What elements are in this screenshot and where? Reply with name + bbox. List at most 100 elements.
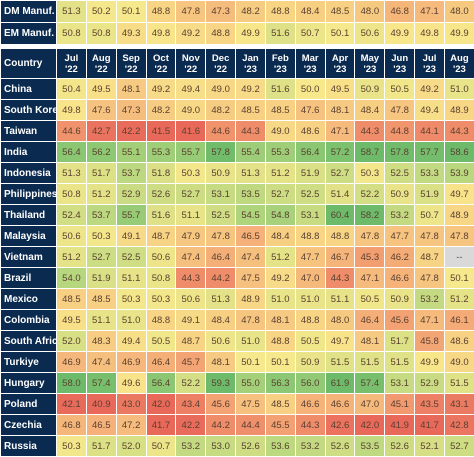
month-column-header: May'23 — [355, 49, 385, 79]
heat-cell: 51.0 — [236, 331, 266, 352]
heat-cell: 54.5 — [236, 205, 266, 226]
heat-cell: 55.0 — [236, 373, 266, 394]
heat-cell: 50.1 — [116, 1, 146, 23]
heat-cell: 48.7 — [146, 226, 176, 247]
heat-cell: 57.4 — [355, 373, 385, 394]
month-column-header: Apr'23 — [325, 49, 355, 79]
heat-cell: 51.3 — [57, 163, 87, 184]
heat-cell: 42.7 — [86, 121, 116, 142]
heat-cell: 43.5 — [415, 394, 445, 415]
row-label: Brazil — [1, 268, 57, 289]
heat-cell: 47.8 — [385, 100, 415, 121]
row-label: Turkiye — [1, 352, 57, 373]
heat-cell: 49.5 — [57, 310, 87, 331]
heat-cell: 51.0 — [295, 289, 325, 310]
heat-cell: 50.1 — [236, 352, 266, 373]
heat-cell: 48.8 — [325, 226, 355, 247]
heat-cell: 47.4 — [236, 247, 266, 268]
heat-cell: 50.9 — [295, 352, 325, 373]
heat-cell: 53.3 — [415, 163, 445, 184]
heat-cell: 58.6 — [444, 142, 474, 163]
heat-cell: 51.9 — [415, 184, 445, 205]
heat-cell: 52.1 — [415, 436, 445, 457]
heat-cell: 44.6 — [57, 121, 87, 142]
heat-cell: 44.3 — [236, 121, 266, 142]
heat-cell: 53.7 — [116, 163, 146, 184]
month-column-header: Jul'23 — [415, 49, 445, 79]
heat-cell: 45.6 — [206, 394, 236, 415]
heat-cell: 41.7 — [415, 415, 445, 436]
heat-cell: 46.5 — [86, 415, 116, 436]
heat-cell: 53.1 — [385, 373, 415, 394]
row-label: Malaysia — [1, 226, 57, 247]
heat-cell: 50.3 — [86, 226, 116, 247]
heat-cell: 51.1 — [86, 310, 116, 331]
heat-cell: 50.7 — [295, 23, 325, 45]
year-label: '22 — [87, 64, 116, 75]
heat-cell: 48.8 — [265, 331, 295, 352]
month-label: Oct — [147, 53, 176, 64]
heat-cell: 49.1 — [176, 310, 206, 331]
heat-cell: 44.2 — [206, 415, 236, 436]
heat-cell: 49.4 — [176, 79, 206, 100]
heat-cell: 49.7 — [444, 184, 474, 205]
heat-cell: 58.0 — [57, 373, 87, 394]
heat-cell: 44.4 — [236, 415, 266, 436]
heat-cell: 56.4 — [57, 142, 87, 163]
heat-cell: 52.7 — [265, 184, 295, 205]
heat-cell: 51.5 — [355, 352, 385, 373]
heat-cell: 51.9 — [295, 163, 325, 184]
heat-cell: 49.2 — [146, 79, 176, 100]
heat-cell: 49.6 — [116, 373, 146, 394]
heat-cell: 55.7 — [116, 205, 146, 226]
heat-cell: 47.4 — [86, 352, 116, 373]
month-label: Aug — [87, 53, 116, 64]
heat-cell: 45.6 — [385, 310, 415, 331]
month-column-header: Sep'22 — [116, 49, 146, 79]
month-label: Nov — [176, 53, 205, 64]
heat-cell: 42.0 — [355, 415, 385, 436]
heat-cell: 52.4 — [57, 205, 87, 226]
heat-cell: 49.3 — [116, 23, 146, 45]
year-label: '23 — [445, 64, 474, 75]
row-label: Mexico — [1, 289, 57, 310]
table-row: South Africa52.048.349.450.548.750.651.0… — [1, 331, 474, 352]
heat-cell: 44.3 — [325, 268, 355, 289]
heat-cell: 47.5 — [236, 268, 266, 289]
heat-cell: 47.1 — [415, 1, 445, 23]
month-column-header: Jun'23 — [385, 49, 415, 79]
heat-cell: 52.5 — [295, 184, 325, 205]
heat-cell: 51.2 — [265, 163, 295, 184]
heat-cell: 50.1 — [265, 352, 295, 373]
heat-cell: 50.5 — [385, 79, 415, 100]
row-label: South Africa — [1, 331, 57, 352]
year-label: '22 — [57, 64, 86, 75]
heat-cell: 50.1 — [325, 23, 355, 45]
heat-cell: 48.3 — [86, 331, 116, 352]
heat-cell: 41.9 — [385, 415, 415, 436]
heat-cell: 53.5 — [236, 184, 266, 205]
heat-cell: 52.7 — [86, 247, 116, 268]
heat-cell: 48.1 — [265, 310, 295, 331]
month-label: Mar — [296, 53, 325, 64]
heat-cell: 50.5 — [355, 289, 385, 310]
heat-cell: 53.1 — [206, 184, 236, 205]
heat-cell: 53.5 — [355, 436, 385, 457]
heat-cell: 50.6 — [206, 331, 236, 352]
heat-cell: 51.8 — [146, 163, 176, 184]
heat-cell: 51.2 — [265, 247, 295, 268]
month-column-header: Nov'22 — [176, 49, 206, 79]
heat-cell: 53.6 — [265, 436, 295, 457]
month-label: Jan — [236, 53, 265, 64]
month-label: Jun — [385, 53, 414, 64]
heat-cell: 49.7 — [325, 331, 355, 352]
heat-cell: 50.9 — [206, 163, 236, 184]
